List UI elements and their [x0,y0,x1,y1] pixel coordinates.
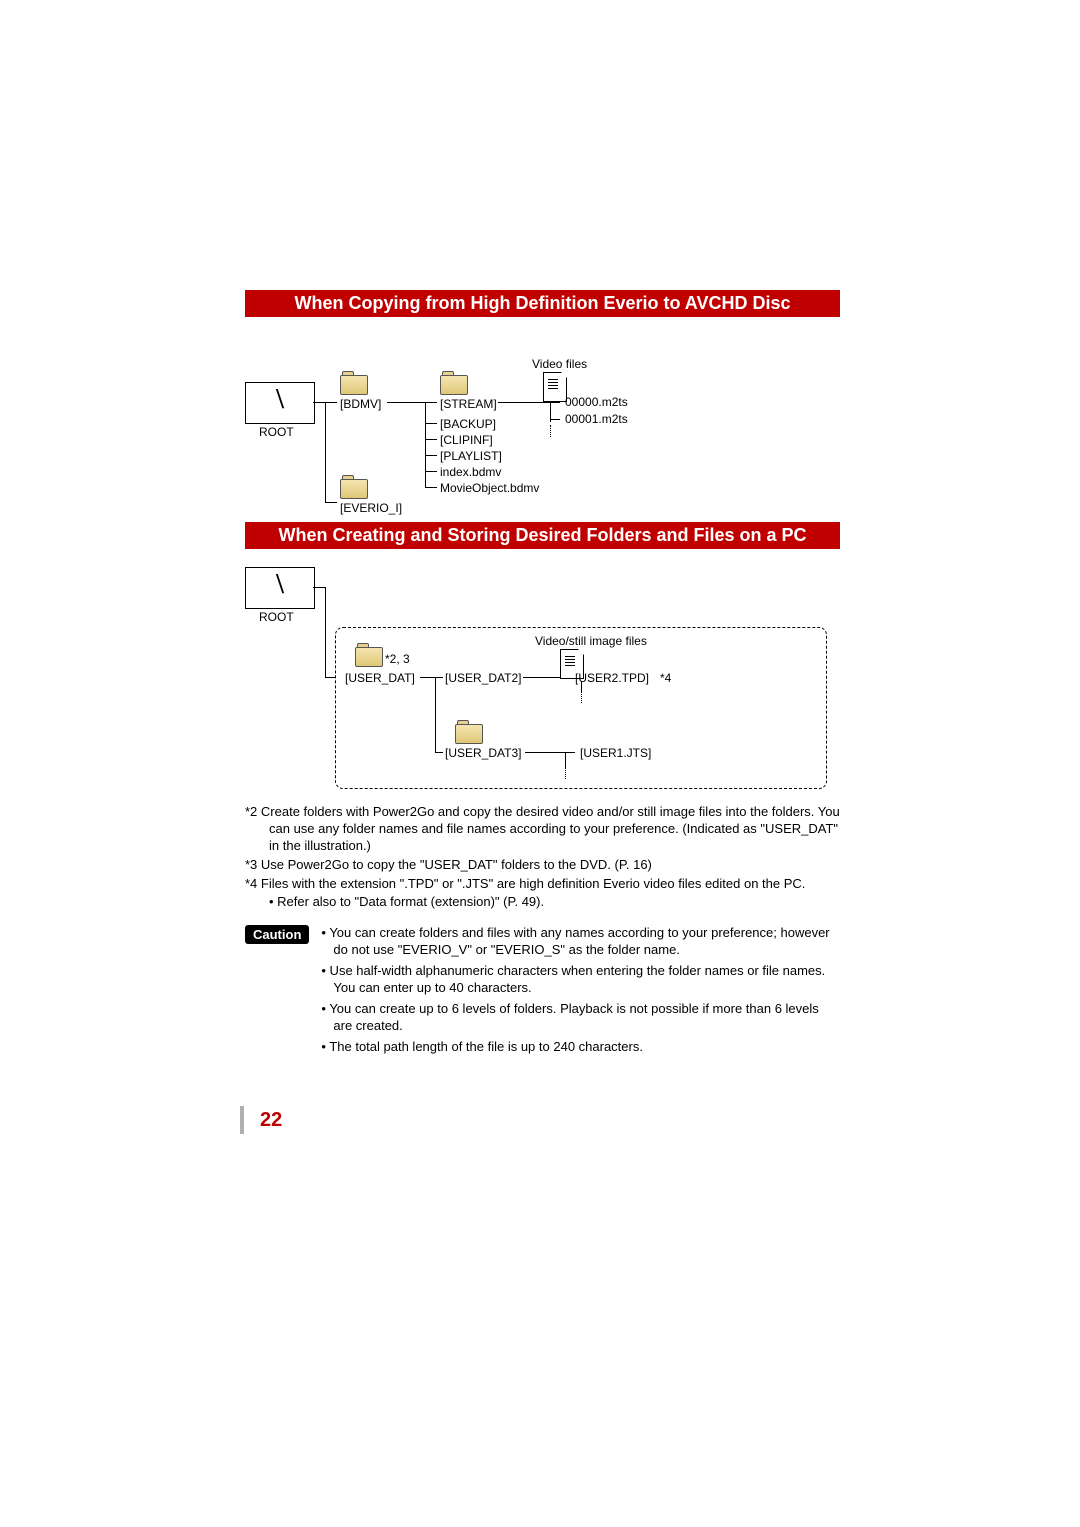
userdat2-label: [USER_DAT2] [445,671,521,685]
section1-header: When Copying from High Definition Everio… [245,290,840,317]
footnotes: *2 Create folders with Power2Go and copy… [245,804,840,911]
userdat3-label: [USER_DAT3] [445,746,521,760]
userdat-label: [USER_DAT] [345,671,415,685]
footnote-4-sub: • Refer also to "Data format (extension)… [245,894,840,911]
backup-label: [BACKUP] [440,417,496,431]
folder-icon [440,375,466,395]
clipinf-label: [CLIPINF] [440,433,493,447]
root-box-1: \ [245,382,315,424]
movieobj-label: MovieObject.bdmv [440,481,539,495]
diagram1: \ ROOT [BDMV] [STREAM] Video files 00000… [245,327,840,522]
footnote-3: *3 Use Power2Go to copy the "USER_DAT" f… [245,857,840,874]
folder-icon [455,724,481,744]
caution-item: • Use half-width alphanumeric characters… [321,963,840,997]
caution-item: • The total path length of the file is u… [321,1039,840,1056]
caution-badge: Caution [245,925,309,944]
file-icon [543,372,567,402]
footnote-4: *4 Files with the extension ".TPD" or ".… [245,876,840,893]
user1jts-label: [USER1.JTS] [580,746,651,760]
caution-item: • You can create up to 6 levels of folde… [321,1001,840,1035]
videostill-label: Video/still image files [535,634,647,648]
folder-icon [340,479,366,499]
folder-icon [340,375,366,395]
root-label-1: ROOT [259,425,294,439]
footnote-2: *2 Create folders with Power2Go and copy… [245,804,840,855]
user2tpd-label: [USER2.TPD] [575,671,649,685]
root-label-2: ROOT [259,610,294,624]
bdmv-label: [BDMV] [340,397,381,411]
caution-list: • You can create folders and files with … [321,925,840,1059]
diagram2: \ ROOT *2, 3 [USER_DAT] [USER_DAT2] Vide… [245,559,840,794]
file1-label: 00000.m2ts [565,395,628,409]
star4-label: *4 [660,671,671,685]
everio-label: [EVERIO_I] [340,501,402,515]
page-sidebar-accent [240,1106,244,1134]
video-files-label: Video files [532,357,587,371]
stream-label: [STREAM] [440,397,497,411]
root-box-2: \ [245,567,315,609]
file2-label: 00001.m2ts [565,412,628,426]
index-label: index.bdmv [440,465,501,479]
folder-icon [355,647,381,667]
caution-item: • You can create folders and files with … [321,925,840,959]
playlist-label: [PLAYLIST] [440,449,502,463]
star23-label: *2, 3 [385,652,410,666]
section2-header: When Creating and Storing Desired Folder… [245,522,840,549]
caution-block: Caution • You can create folders and fil… [245,925,840,1059]
page-number: 22 [260,1109,282,1132]
content-area: When Copying from High Definition Everio… [245,290,840,1060]
page: When Copying from High Definition Everio… [0,0,1080,1527]
